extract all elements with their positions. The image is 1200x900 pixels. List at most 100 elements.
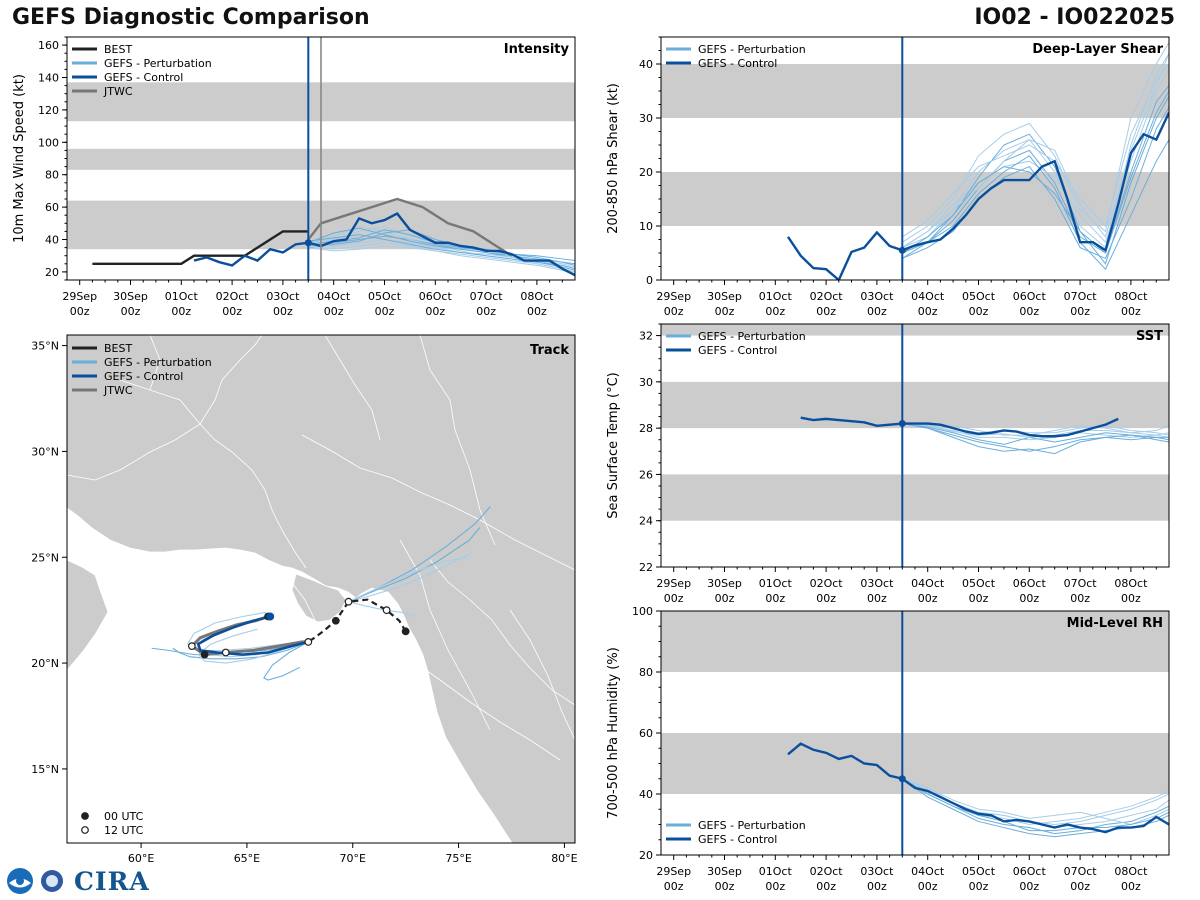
track-legend-label: GEFS - Control (104, 370, 183, 383)
shear-legend-label: GEFS - Perturbation (698, 43, 806, 56)
track-xtick-label: 75°E (445, 852, 471, 865)
rh-ylabel: 700-500 hPa Humidity (%) (606, 647, 621, 819)
country-borders (67, 335, 575, 761)
intensity-ytick-label: 20 (45, 266, 59, 279)
intensity-perturbation-member (308, 234, 575, 270)
shear-xtick-label: 30Sep 00z (707, 290, 742, 318)
sst-xtick-label: 03Oct 00z (860, 577, 894, 605)
intensity-xtick-label: 02Oct 00z (216, 290, 250, 318)
shear-perturbation-member (902, 96, 1169, 265)
sst-perturbation-member (902, 423, 1169, 445)
intensity-xtick-label: 01Oct 00z (165, 290, 199, 318)
track-xtick-label: 70°E (340, 852, 366, 865)
rh-ytick-label: 60 (639, 727, 653, 740)
shear-ytick-label: 0 (646, 274, 653, 287)
track-xtick-label: 60°E (128, 852, 154, 865)
shear-legend-label: GEFS - Control (698, 57, 777, 70)
intensity-perturbation-member (308, 245, 575, 275)
track-map-panel: 60°E 65°E 70°E 75°E 80°E 15°N 20°N 25°N 30°N 35°N… (31, 334, 578, 865)
track-xtick-label: 80°E (551, 852, 577, 865)
sst-shaded-band (661, 324, 1169, 336)
rh-perturbation-member (902, 778, 1169, 832)
track-ytick-label: 35°N (31, 340, 59, 353)
south-asia-landmass (67, 335, 575, 843)
cira-logo-text: CIRA (74, 866, 150, 896)
intensity-xtick-label: 29Sep 00z (62, 290, 97, 318)
sst-panel: 22 24 26 28 30 32 29Sep 00z 30Sep 00z 01Oct 00z 02Oc… (606, 323, 1170, 605)
track-title: Track (530, 343, 569, 358)
cira-logo: CIRA (6, 866, 150, 896)
sst-shaded-band (661, 474, 1169, 521)
track-perturbation-member (263, 641, 309, 681)
track-marker-legend-symbol (81, 812, 89, 820)
sst-ylabel: Sea Surface Temp (°C) (606, 372, 621, 519)
sst-xtick-label: 06Oct 00z (1013, 577, 1047, 605)
sst-xtick-label: 30Sep 00z (707, 577, 742, 605)
track-best-00utc-marker (331, 616, 340, 625)
shear-perturbation-member (902, 53, 1169, 249)
track-perturbation-member (172, 641, 309, 660)
rh-xtick-label: 01Oct 00z (759, 865, 793, 893)
track-jtwc-12utc-marker (187, 642, 196, 651)
rh-xtick-label: 05Oct 00z (962, 865, 996, 893)
shear-xtick-label: 01Oct 00z (759, 290, 793, 318)
sst-gefs-control-line (800, 416, 1119, 438)
intensity-current-value-marker (304, 239, 312, 247)
intensity-ytick-label: 40 (45, 234, 59, 247)
sst-xtick-label: 01Oct 00z (759, 577, 793, 605)
shear-perturbation-member (902, 90, 1169, 254)
intensity-title: Intensity (504, 42, 570, 57)
track-jtwc-12utc-marker (221, 648, 230, 657)
track-control-line (196, 615, 309, 656)
sst-title: SST (1136, 329, 1163, 344)
intensity-ylabel: 10m Max Wind Speed (kt) (12, 74, 27, 243)
rh-legend-label: GEFS - Perturbation (698, 819, 806, 832)
sst-perturbation-member (902, 423, 1169, 455)
intensity-legend-label: GEFS - Perturbation (104, 57, 212, 70)
oman-landmass (67, 559, 109, 671)
rh-xtick-label: 29Sep 00z (656, 865, 691, 893)
track-ytick-label: 15°N (31, 763, 59, 776)
sst-xtick-label: 08Oct 00z (1114, 577, 1148, 605)
shear-ytick-label: 10 (639, 220, 653, 233)
shear-xtick-label: 04Oct 00z (911, 290, 945, 318)
sst-legend-label: GEFS - Control (698, 344, 777, 357)
intensity-xtick-label: 03Oct 00z (266, 290, 300, 318)
sst-shaded-band (661, 381, 1169, 429)
intensity-legend-label: GEFS - Control (104, 71, 183, 84)
rh-gefs-control-line (787, 742, 1169, 834)
intensity-perturbation-member (308, 229, 575, 262)
sst-xtick-label: 05Oct 00z (962, 577, 996, 605)
track-legend-label: BEST (104, 342, 132, 355)
track-jtwc-00utc-marker (200, 650, 209, 659)
sst-ytick-label: 22 (639, 561, 653, 574)
shear-perturbation-member (902, 69, 1169, 249)
shear-ytick-label: 40 (639, 58, 653, 71)
intensity-xtick-label: 04Oct 00z (317, 290, 351, 318)
sst-perturbation-member (902, 423, 1169, 436)
shear-xtick-label: 29Sep 00z (656, 290, 691, 318)
sst-xtick-label: 29Sep 00z (656, 577, 691, 605)
storm-id-title: IO02 - IO022025 (974, 5, 1175, 30)
rh-xtick-label: 03Oct 00z (860, 865, 894, 893)
track-ytick-label: 25°N (31, 551, 59, 564)
shear-xtick-label: 07Oct 00z (1064, 290, 1098, 318)
intensity-xtick-label: 30Sep 00z (113, 290, 148, 318)
rh-xtick-label: 30Sep 00z (707, 865, 742, 893)
rh-ytick-label: 40 (639, 788, 653, 801)
shear-perturbation-member (902, 63, 1169, 238)
intensity-xtick-label: 07Oct 00z (470, 290, 504, 318)
intensity-legend-label: JTWC (103, 85, 133, 98)
rh-xtick-label: 08Oct 00z (1114, 865, 1148, 893)
intensity-ytick-label: 100 (38, 136, 59, 149)
sst-ytick-label: 26 (639, 468, 653, 481)
sst-perturbation-member (902, 423, 1169, 441)
noaa-logo-icon (7, 868, 63, 894)
intensity-perturbation-member (308, 242, 575, 273)
rh-ytick-label: 80 (639, 666, 653, 679)
track-perturbation-member (348, 556, 468, 603)
shear-perturbation-member (902, 52, 1169, 249)
track-perturbation-member (197, 628, 309, 664)
sst-ytick-label: 24 (639, 515, 653, 528)
